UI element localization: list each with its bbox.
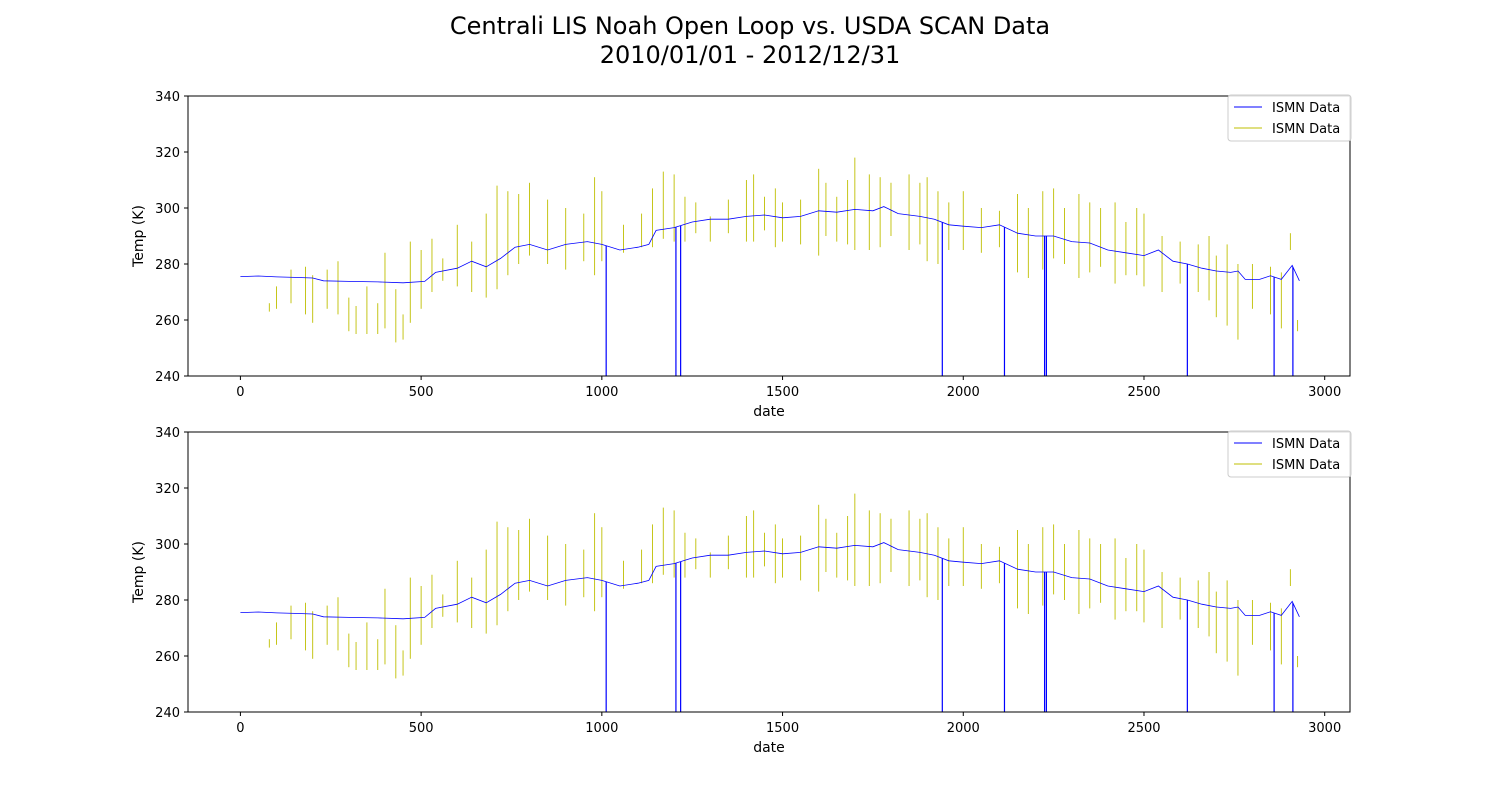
x-tick-label: 2500: [1127, 721, 1160, 736]
y-tick-label: 280: [155, 594, 180, 609]
x-tick-label: 0: [236, 385, 244, 400]
x-axis-label: date: [753, 740, 785, 756]
legend-label: ISMN Data: [1272, 437, 1340, 452]
x-tick-label: 1500: [766, 721, 799, 736]
plot-area: [240, 493, 1300, 712]
legend-label: ISMN Data: [1272, 101, 1340, 116]
x-tick-label: 1500: [766, 385, 799, 400]
y-axis-label: Temp (K): [131, 541, 147, 604]
y-tick-label: 340: [155, 90, 180, 105]
y-axis-label: Temp (K): [131, 205, 147, 268]
y-tick-label: 300: [155, 538, 180, 553]
chart-panel-1: 0 500 1000 1500 2000 2500 3000 240 260 280 300 320 3…: [131, 90, 1352, 420]
y-tick-label: 300: [155, 202, 180, 217]
y-tick-label: 340: [155, 426, 180, 441]
y-tick-label: 320: [155, 482, 180, 497]
y-tick-label: 260: [155, 650, 180, 665]
x-tick-label: 3000: [1308, 721, 1341, 736]
x-tick-label: 2000: [947, 385, 980, 400]
x-tick-label: 0: [236, 721, 244, 736]
x-tick-label: 1000: [585, 385, 618, 400]
x-tick-label: 2500: [1127, 385, 1160, 400]
figure-title-line2: 2010/01/01 - 2012/12/31: [599, 41, 901, 69]
plot-area: [240, 157, 1300, 376]
legend-label: ISMN Data: [1272, 122, 1340, 137]
x-tick-label: 500: [409, 721, 434, 736]
x-axis-label: date: [753, 404, 785, 420]
x-tick-label: 1000: [585, 721, 618, 736]
axes-frame: [187, 431, 1351, 713]
x-tick-label: 3000: [1308, 385, 1341, 400]
y-tick-label: 320: [155, 146, 180, 161]
series-ismn-blue-line: [240, 542, 1300, 620]
x-tick-label: 2000: [947, 721, 980, 736]
legend-label: ISMN Data: [1272, 458, 1340, 473]
y-tick-label: 280: [155, 258, 180, 273]
series-ismn-yellow: [268, 157, 1299, 343]
axes-frame: [187, 95, 1351, 377]
y-tick-label: 240: [155, 370, 180, 385]
legend: ISMN Data ISMN Data: [1227, 430, 1352, 478]
series-ismn-yellow: [268, 493, 1299, 679]
y-tick-label: 240: [155, 706, 180, 721]
series-ismn-blue-line: [240, 206, 1300, 284]
legend: ISMN Data ISMN Data: [1227, 94, 1352, 142]
figure-title-line1: Centrali LIS Noah Open Loop vs. USDA SCA…: [449, 12, 1051, 40]
x-tick-label: 500: [409, 385, 434, 400]
chart-panel-2: 0 500 1000 1500 2000 2500 3000 240 260 280 300 320 3…: [131, 426, 1352, 756]
y-tick-label: 260: [155, 314, 180, 329]
